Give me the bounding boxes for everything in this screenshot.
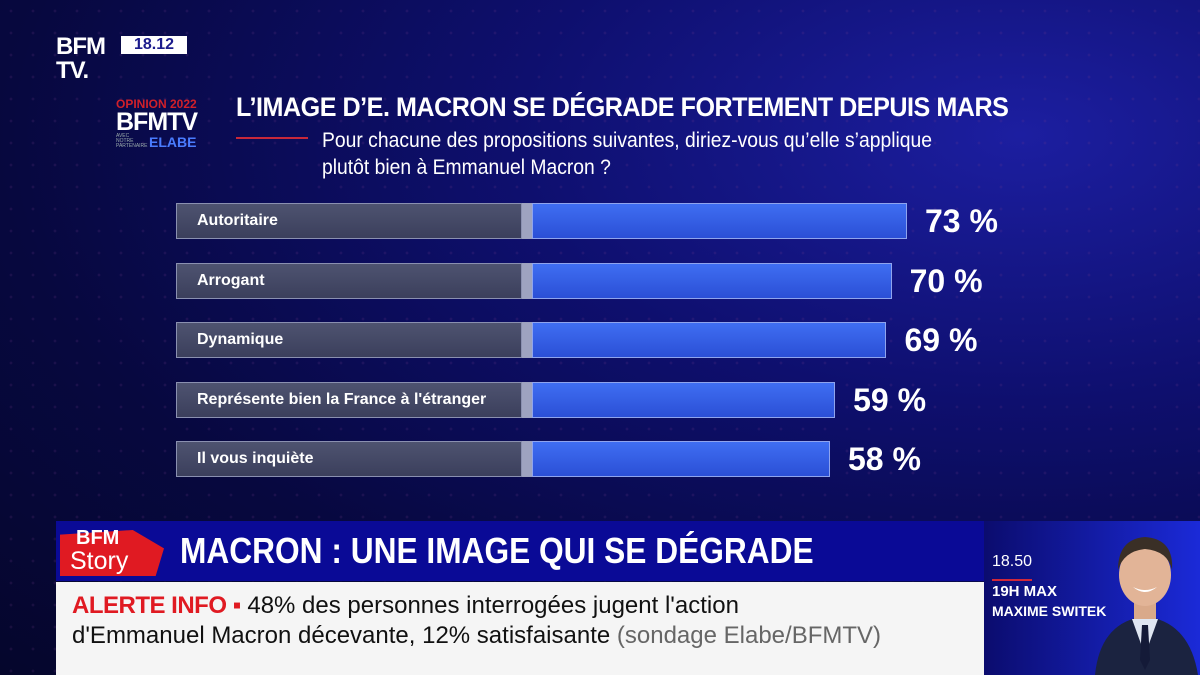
lower-third-band [56,521,984,581]
bar-category-label-box: Dynamique [176,322,522,358]
chart-subtitle: Pour chacune des propositions suivantes,… [322,127,932,181]
presenter-face [1119,544,1171,606]
bar-value-label: 73 % [925,203,998,239]
chart-title: L’IMAGE D’E. MACRON SE DÉGRADE FORTEMENT… [236,92,1009,122]
bar [532,203,907,239]
news-ticker: ALERTE INFO ▪ 48% des personnes interrog… [56,582,984,675]
chart-subtitle-line2: plutôt bien à Emmanuel Macron ? [322,156,611,179]
bar-category-label-box: Autoritaire [176,203,522,239]
next-show-host: MAXIME SWITEK [992,603,1107,619]
presenter-portrait [1095,537,1198,675]
title-divider [236,137,308,139]
channel-logo-line1: BFM [56,33,106,60]
bar-category-label: Arrogant [197,271,265,289]
bar-value-label: 59 % [853,381,927,418]
bar-category-label-box: Arrogant [176,262,522,299]
program-logo-story: Story [70,547,129,575]
bar-separator [522,381,532,418]
next-show-divider [992,579,1032,581]
bar-separator [522,441,532,477]
bar [532,322,887,358]
opinion-logo-brand: BFMTV [116,108,198,136]
bar-value-label: 70 % [909,262,983,299]
next-show-time: 18.50 [992,553,1033,570]
opinion-logo-top: OPINION 2022 [116,97,197,111]
alert-tag: ALERTE INFO ▪ [72,592,241,619]
bar-separator [522,262,532,299]
clock: 18.12 [121,36,187,54]
bar-category-label: Autoritaire [197,212,278,229]
bar-category-label-box: Il vous inquiète [176,441,522,477]
bar-category-label: Représente bien la France à l'étranger [197,390,487,408]
bar [532,441,830,477]
channel-logo-line2: TV. [56,57,89,84]
bar-separator [522,322,532,358]
chart-subtitle-line1: Pour chacune des propositions suivantes,… [322,129,933,152]
bar-value-label: 69 % [904,322,978,358]
program-logo: BFM Story [56,526,166,578]
ticker-line1: 48% des personnes interrogées jugent l'a… [247,592,739,619]
bar-value-label: 58 % [848,441,921,477]
presenter-tie [1140,625,1150,670]
program-logo-bfm: BFM [76,527,120,549]
bar-category-label: Dynamique [197,331,284,348]
ticker-line2: d'Emmanuel Macron décevante, 12% satisfa… [72,622,611,649]
bar [532,262,892,299]
ticker-source: (sondage Elabe/BFMTV) [616,622,882,649]
bar-category-label: Il vous inquiète [197,450,314,467]
bar-chart: Autoritaire 73 % Arrogant 70 % Dynamique 69 %… [176,203,998,477]
headline: MACRON : UNE IMAGE QUI SE DÉGRADE [180,530,814,571]
next-show-title: 19H MAX [992,583,1058,600]
channel-logo: BFM TV. [56,33,106,84]
opinion-logo-partner: ELABE [149,133,197,150]
bar [532,381,836,418]
bar-separator [522,203,532,239]
presenter-hair [1118,537,1173,570]
opinion-logo-small: AVEC NOTRE PARTENAIRE [116,133,148,149]
opinion-logo: OPINION 2022 BFMTV AVEC NOTRE PARTENAIRE… [116,98,212,149]
presenter-smile [1133,587,1157,592]
bar-category-label-box: Représente bien la France à l'étranger [176,381,522,418]
